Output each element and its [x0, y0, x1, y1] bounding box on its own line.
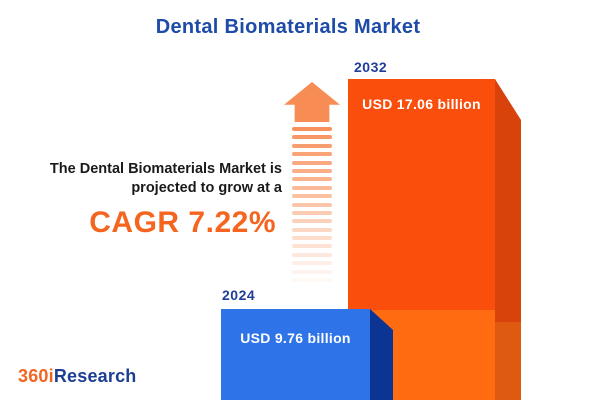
- bar-2032-year-label: 2032: [354, 59, 388, 75]
- arrow-stripe: [292, 177, 332, 182]
- market-growth-blurb: The Dental Biomaterials Market is projec…: [20, 160, 282, 239]
- arrow-stripe: [292, 244, 332, 249]
- arrow-stripe: [292, 269, 332, 274]
- arrow-stripe: [292, 152, 332, 157]
- arrow-stripe: [292, 194, 332, 199]
- bar-2032-value-label: USD 17.06 billion: [362, 96, 481, 112]
- arrow-stripe: [292, 202, 332, 207]
- arrow-stripe: [292, 252, 332, 257]
- arrow-stripe: [292, 261, 332, 266]
- arrow-stripe: [292, 168, 332, 173]
- page-title: Dental Biomaterials Market: [155, 16, 421, 38]
- growth-arrow-stripes: [292, 127, 332, 289]
- arrow-stripe: [292, 278, 332, 283]
- arrow-stripe: [292, 135, 332, 140]
- arrow-stripe: [292, 160, 332, 165]
- cagr-value: CAGR 7.22%: [89, 206, 276, 239]
- arrow-stripe: [292, 143, 332, 148]
- growth-arrow-icon: [284, 82, 340, 122]
- bar-2024-3d-side: [370, 309, 393, 400]
- brand-logo: 360iResearch: [18, 366, 137, 387]
- bar-2032-3d-side: [495, 79, 521, 400]
- bar-2024-year-label: 2024: [222, 287, 256, 303]
- blurb-line-2: projected to grow at a: [131, 180, 282, 196]
- arrow-stripe: [292, 236, 332, 241]
- bar-2024: [221, 309, 370, 400]
- blurb-line-1: The Dental Biomaterials Market is: [49, 161, 282, 177]
- brand-logo-prefix: 360i: [18, 366, 54, 386]
- arrow-stripe: [292, 227, 332, 232]
- bar-2024-value-label: USD 9.76 billion: [240, 330, 351, 346]
- arrow-stripe: [292, 219, 332, 224]
- brand-logo-suffix: Research: [53, 366, 137, 386]
- arrow-stripe: [292, 185, 332, 190]
- arrow-stripe: [292, 210, 332, 215]
- arrow-stripe: [292, 127, 332, 131]
